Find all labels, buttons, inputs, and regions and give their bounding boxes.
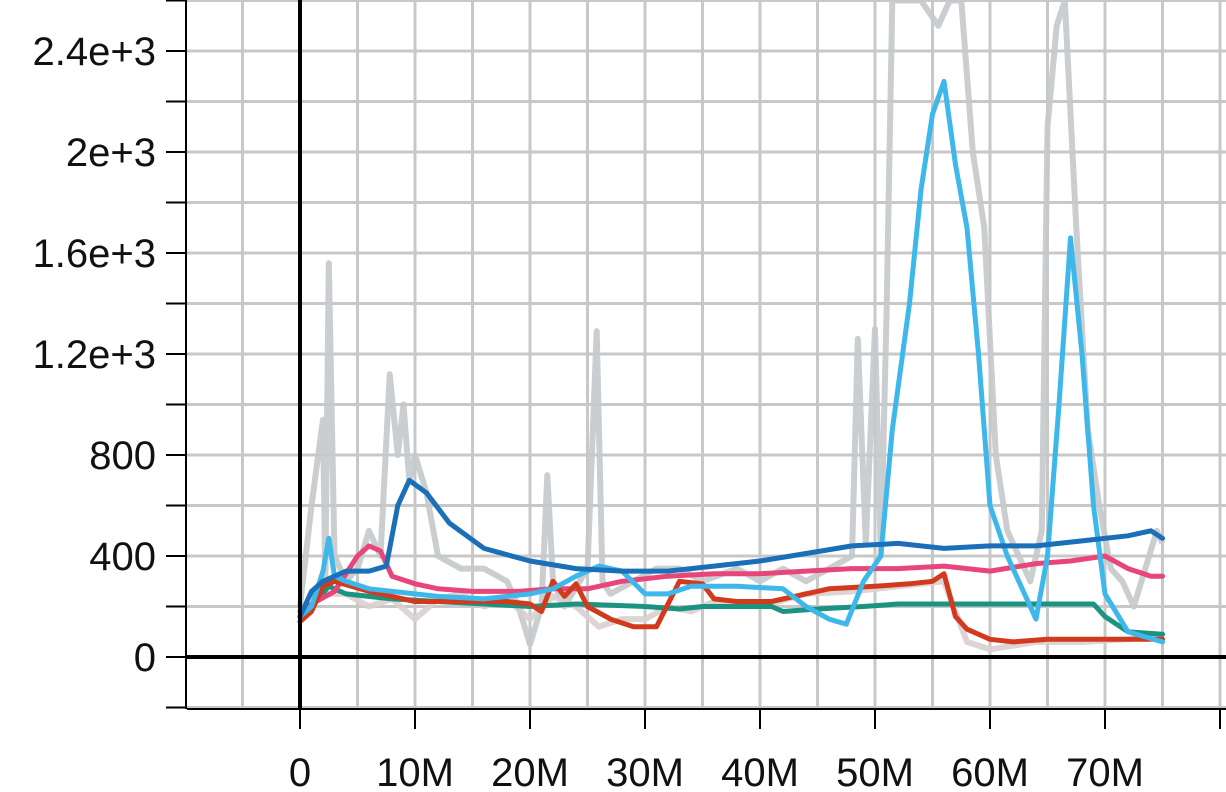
x-tick-label: 20M — [491, 751, 569, 787]
smoothed-series-layer — [297, 78, 1165, 645]
x-tick-label: 10M — [376, 751, 454, 787]
y-tick-label: 0 — [134, 636, 156, 680]
series-line-lightblue — [297, 78, 1165, 645]
x-tick-label: 30M — [606, 751, 684, 787]
y-tick-label: 2.4e+3 — [33, 30, 156, 74]
x-tick-label: 50M — [836, 751, 914, 787]
raw-series-line-2 — [297, 578, 1163, 653]
series-line-darkblue — [297, 477, 1165, 620]
y-tick-label: 800 — [89, 434, 156, 478]
y-tick-label: 400 — [89, 535, 156, 579]
x-tick-label: 60M — [951, 751, 1029, 787]
axes — [185, 0, 1226, 710]
tick-labels: 0 400 800 1.2e+3 1.6e+3 2e+3 2.4e+3 0 10M 20M 30M 4… — [33, 30, 1144, 792]
y-tick-label: 1.6e+3 — [33, 232, 156, 276]
x-tick-label: 70M — [1066, 751, 1144, 787]
series-line-orange — [297, 571, 1165, 645]
series-line-pink — [297, 543, 1165, 620]
raw-data-layer — [297, 0, 1166, 653]
y-tick-label: 2e+3 — [66, 131, 156, 175]
x-tick-label: 0 — [289, 751, 311, 787]
minor-ticks — [166, 0, 1221, 729]
series-line-teal — [297, 583, 1165, 637]
x-tick-label: 40M — [721, 751, 799, 787]
y-tick-label: 1.2e+3 — [33, 333, 156, 377]
